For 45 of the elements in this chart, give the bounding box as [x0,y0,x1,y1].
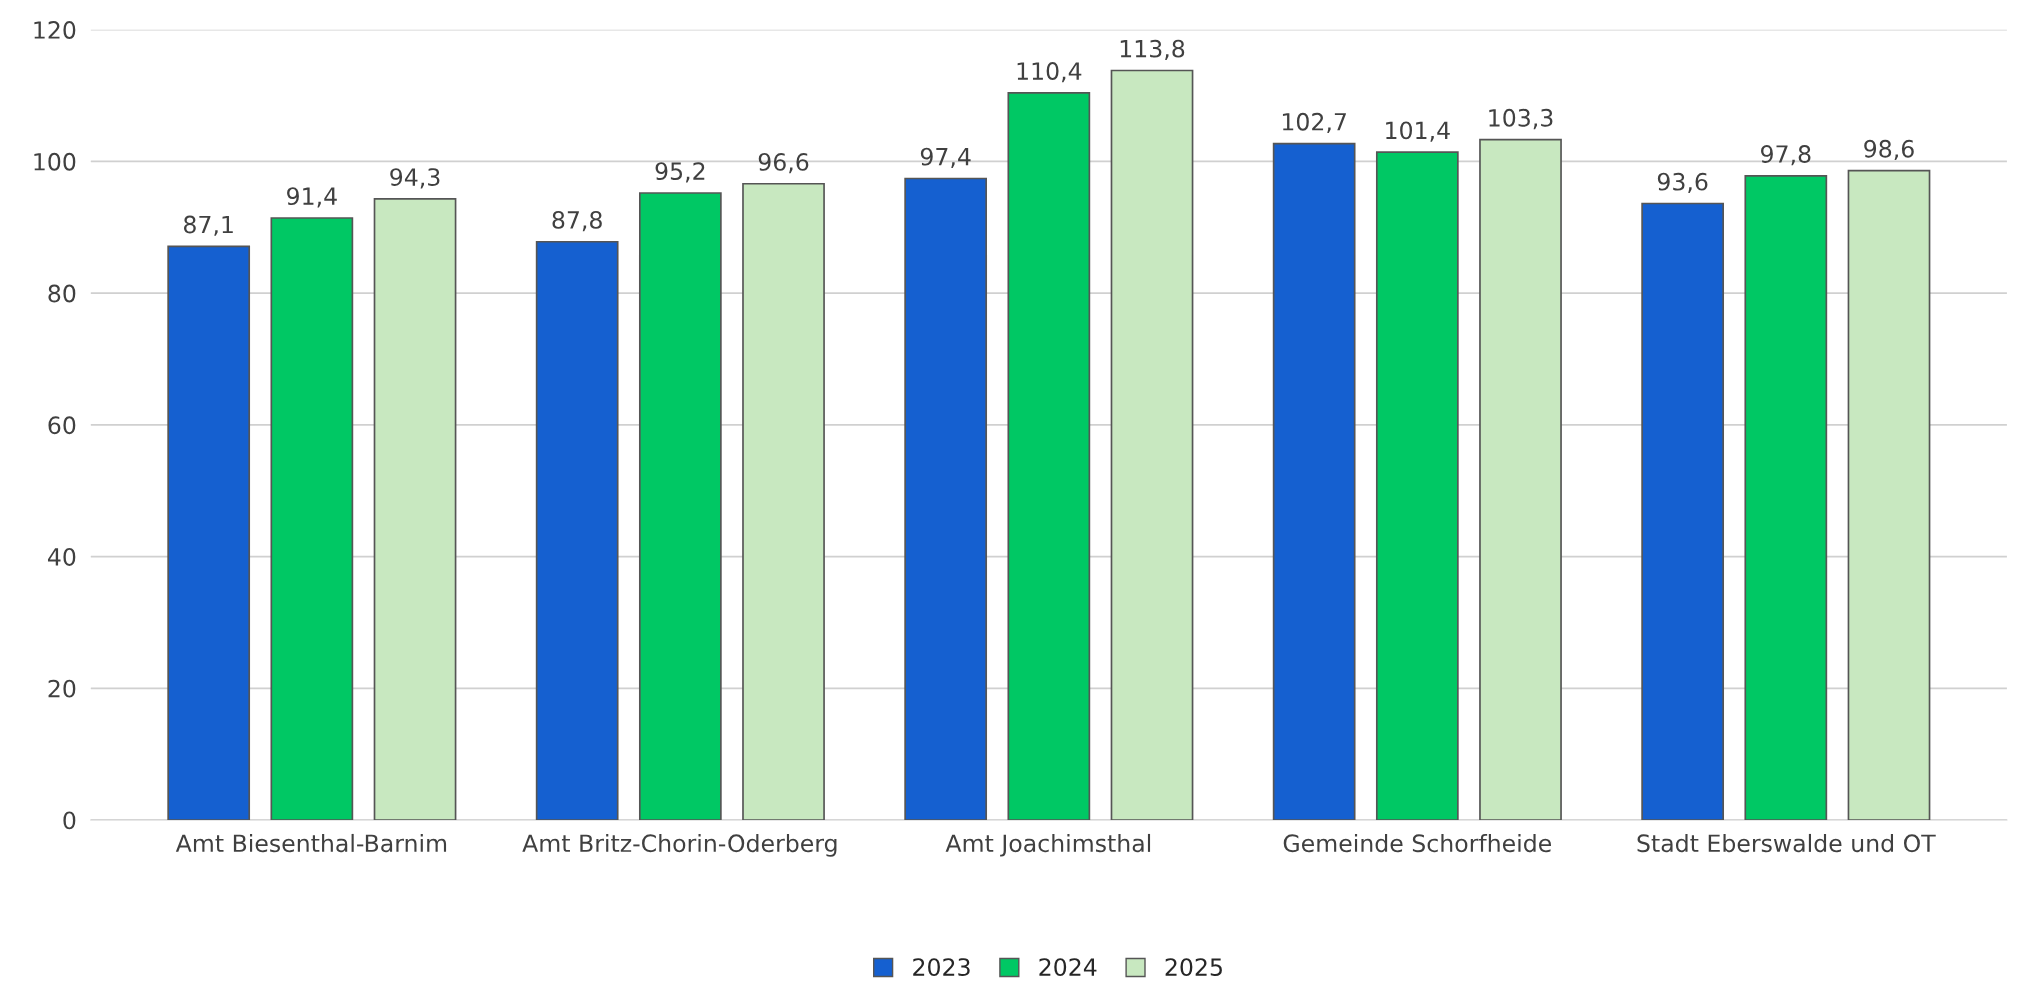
y-tick-label: 100 [34,152,76,171]
bar [1007,92,1091,821]
data-label: 113,8 [1120,39,1185,60]
y-tick-label: 40 [47,548,76,566]
bar [1110,69,1194,821]
bar [904,177,988,821]
y-tick-label: 120 [34,21,76,39]
x-tick-label: Gemeinde Schorfheide [1283,833,1551,853]
data-label: 97,4 [920,147,971,168]
data-label: 96,6 [758,153,809,174]
bar [270,217,354,821]
data-label: 91,4 [287,187,337,208]
bar [535,240,619,821]
data-label: 110,4 [1017,62,1082,83]
bar [1744,175,1828,821]
data-label: 87,8 [552,210,602,232]
data-label: 97,8 [1761,145,1811,166]
data-label: 98,6 [1864,139,1914,161]
x-tick-label: Amt Britz-Chorin-Oderberg [522,833,837,857]
bar [1479,138,1562,821]
legend-label: 2025 [1165,958,1222,977]
x-tick-label: Stadt Eberswalde und OT [1637,833,1936,853]
x-tick-label: Amt Joachimsthal [945,833,1151,857]
data-label: 102,7 [1282,112,1346,134]
bar [742,182,825,821]
data-label: 94,3 [390,168,440,189]
bar [1272,142,1356,821]
y-tick-label: 80 [48,284,76,303]
data-label: 101,4 [1386,121,1450,142]
y-tick-label: 20 [48,679,76,698]
bar [167,245,251,821]
bar [1847,169,1931,821]
legend-label: 2024 [1039,958,1097,977]
data-label: 87,1 [184,215,233,236]
data-label: 95,2 [655,162,705,183]
bar [373,198,457,821]
bar [1375,151,1459,821]
data-label: 103,3 [1489,108,1553,130]
bar [1641,202,1725,821]
y-tick-label: 60 [48,416,76,435]
bar [638,192,722,821]
x-tick-label: Amt Biesenthal-Barnim [175,833,447,853]
y-tick-label: 0 [63,811,76,830]
legend-label: 2023 [913,958,970,977]
data-label: 93,6 [1657,172,1708,194]
